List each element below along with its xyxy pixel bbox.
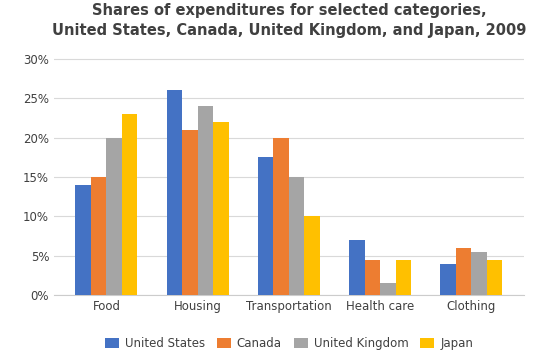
Legend: United States, Canada, United Kingdom, Japan: United States, Canada, United Kingdom, J… [101, 334, 477, 354]
Bar [456, 248, 471, 295]
Bar [441, 264, 456, 295]
Bar [258, 157, 273, 295]
Bar [198, 106, 213, 295]
Bar [91, 177, 106, 295]
Bar [167, 90, 182, 295]
Bar [273, 138, 289, 295]
Bar [289, 177, 305, 295]
Bar [213, 122, 228, 295]
Bar [364, 260, 380, 295]
Bar [396, 260, 411, 295]
Bar [487, 260, 502, 295]
Title: Shares of expenditures for selected categories,
United States, Canada, United Ki: Shares of expenditures for selected cate… [52, 3, 526, 38]
Bar [349, 240, 364, 295]
Bar [305, 216, 320, 295]
Bar [182, 130, 198, 295]
Bar [122, 114, 137, 295]
Bar [106, 138, 122, 295]
Bar [380, 283, 396, 295]
Bar [76, 185, 91, 295]
Bar [471, 252, 487, 295]
